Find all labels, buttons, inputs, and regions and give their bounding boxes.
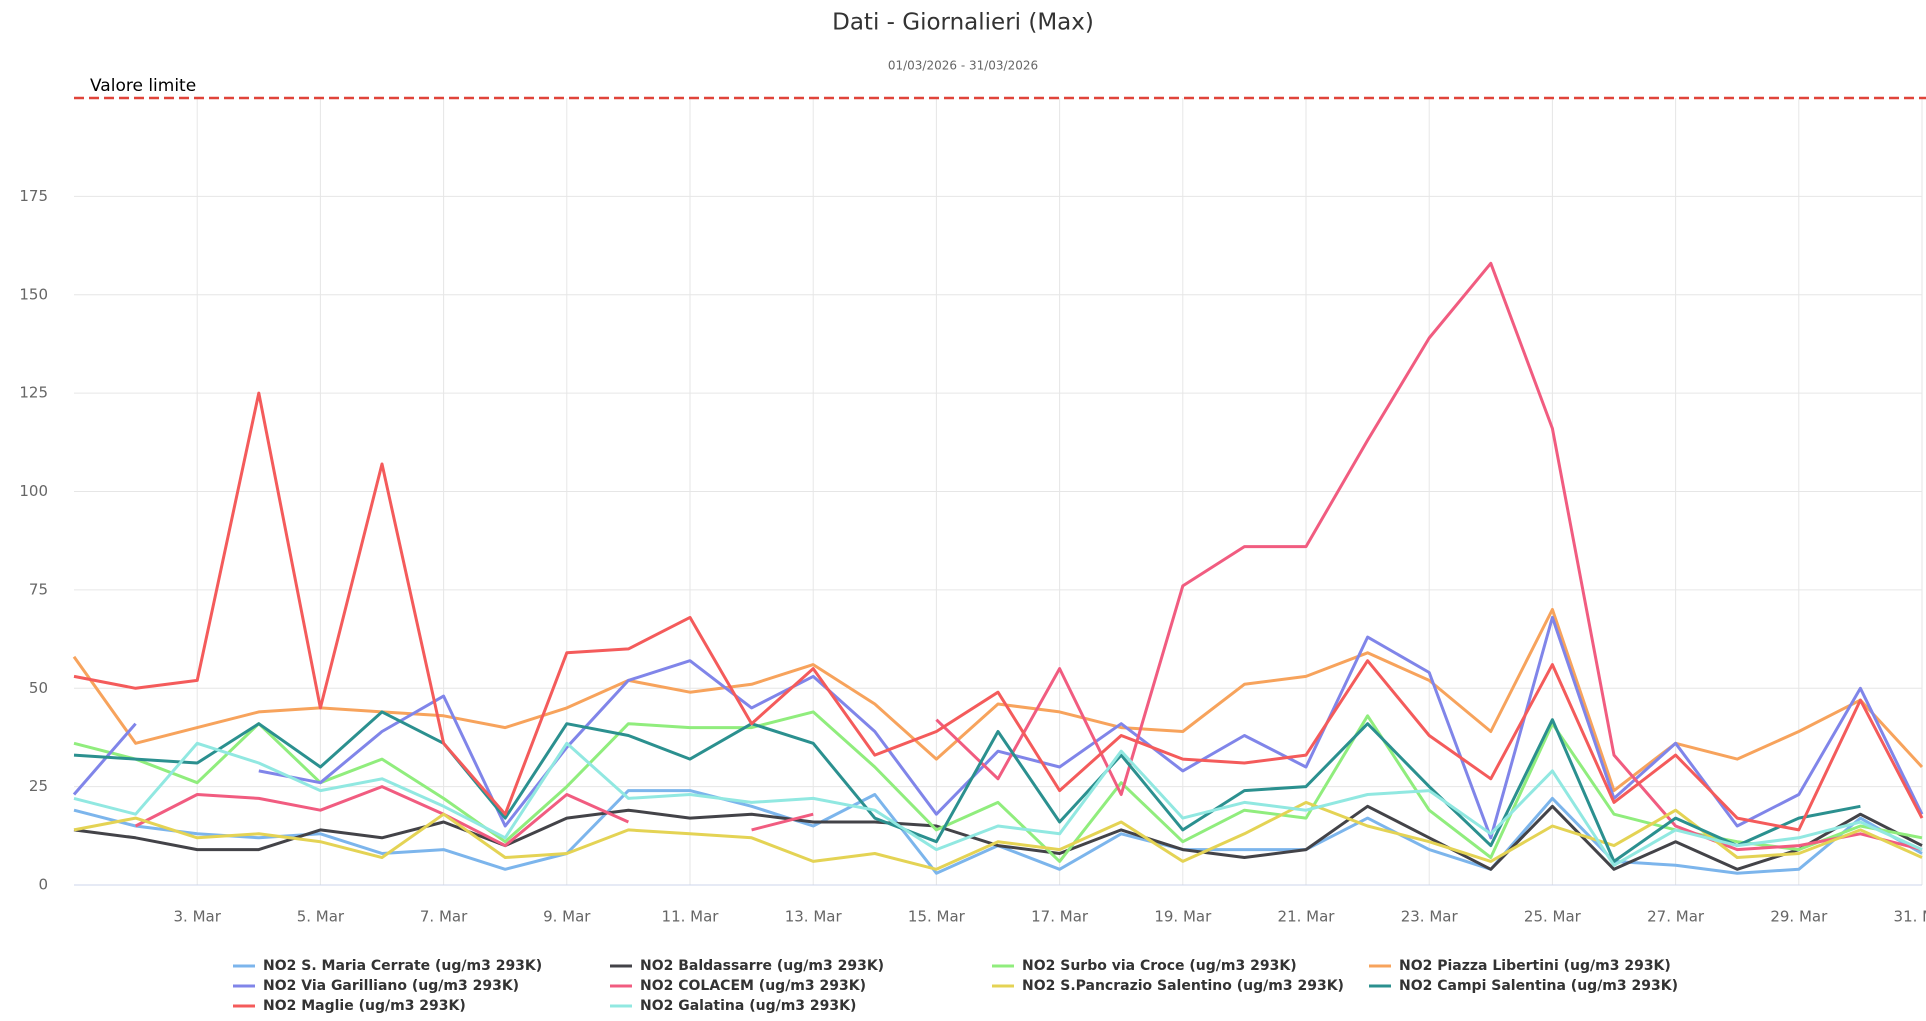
legend-label: NO2 Surbo via Croce (ug/m3 293K) bbox=[1022, 958, 1297, 974]
x-tick-label: 29. Mar bbox=[1770, 908, 1828, 926]
series-line bbox=[72, 608, 1924, 793]
x-tick-label: 7. Mar bbox=[420, 908, 468, 926]
x-tick-label: 31. Mar bbox=[1894, 908, 1926, 926]
x-tick-label: 9. Mar bbox=[543, 908, 591, 926]
x-tick-label: 13. Mar bbox=[785, 908, 843, 926]
legend-label: NO2 S.Pancrazio Salentino (ug/m3 293K) bbox=[1022, 978, 1344, 994]
legend-label: NO2 Galatina (ug/m3 293K) bbox=[640, 998, 856, 1014]
x-tick-label: 27. Mar bbox=[1647, 908, 1705, 926]
series-line bbox=[73, 804, 1923, 871]
legend-label: NO2 Via Garilliano (ug/m3 293K) bbox=[263, 978, 519, 994]
y-tick-label: 150 bbox=[19, 285, 48, 303]
legend-label: NO2 Campi Salentina (ug/m3 293K) bbox=[1399, 978, 1678, 994]
x-tick-label: 11. Mar bbox=[662, 908, 720, 926]
limit-label: Valore limite bbox=[90, 76, 196, 96]
y-tick-label: 75 bbox=[29, 580, 48, 598]
x-tick-label: 25. Mar bbox=[1524, 908, 1582, 926]
series-line bbox=[73, 800, 1923, 871]
y-tick-label: 50 bbox=[29, 679, 48, 697]
x-tick-label: 5. Mar bbox=[297, 908, 345, 926]
series-line bbox=[73, 710, 1861, 863]
x-tick-label: 23. Mar bbox=[1401, 908, 1459, 926]
legend-label: NO2 COLACEM (ug/m3 293K) bbox=[640, 978, 866, 994]
series-line bbox=[72, 615, 1924, 840]
legend-label: NO2 Baldassarre (ug/m3 293K) bbox=[640, 958, 884, 974]
x-tick-label: 17. Mar bbox=[1031, 908, 1089, 926]
series-line bbox=[73, 391, 1924, 832]
x-tick-label: 15. Mar bbox=[908, 908, 966, 926]
y-tick-label: 125 bbox=[19, 384, 48, 402]
legend-label: NO2 Piazza Libertini (ug/m3 293K) bbox=[1399, 958, 1671, 974]
x-tick-label: 21. Mar bbox=[1278, 908, 1336, 926]
y-tick-label: 175 bbox=[19, 187, 48, 205]
y-tick-label: 0 bbox=[38, 876, 48, 894]
chart-subtitle: 01/03/2026 - 31/03/2026 bbox=[888, 59, 1038, 73]
legend-label: NO2 Maglie (ug/m3 293K) bbox=[263, 998, 466, 1014]
x-tick-label: 3. Mar bbox=[174, 908, 222, 926]
chart-title: Dati - Giornalieri (Max) bbox=[832, 10, 1094, 36]
y-tick-label: 25 bbox=[29, 777, 48, 795]
legend-label: NO2 S. Maria Cerrate (ug/m3 293K) bbox=[263, 958, 542, 974]
series-line bbox=[73, 710, 1923, 863]
series-line bbox=[73, 741, 1923, 867]
x-tick-label: 19. Mar bbox=[1154, 908, 1212, 926]
y-tick-label: 100 bbox=[19, 482, 48, 500]
